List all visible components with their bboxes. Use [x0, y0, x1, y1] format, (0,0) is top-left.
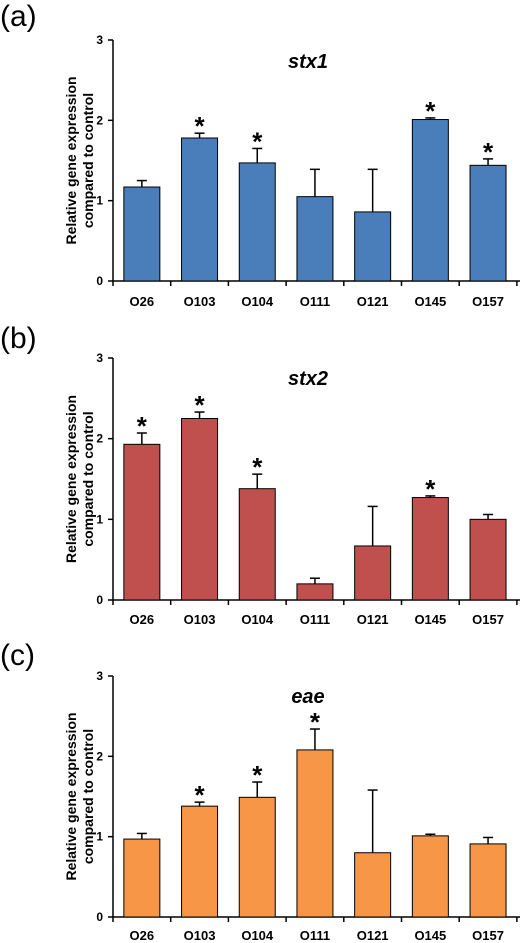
- bar-O104: [238, 796, 276, 918]
- bar-O121: [354, 852, 392, 918]
- bar-O103: [181, 418, 219, 601]
- y-axis-label: Relative gene expressioncompared to cont…: [63, 395, 96, 563]
- bar-O103: [181, 137, 219, 282]
- y-axis-label-line: Relative gene expression: [63, 395, 79, 563]
- y-tick-label: 3: [96, 351, 103, 365]
- y-axis-label: Relative gene expressioncompared to cont…: [63, 712, 96, 880]
- x-tick-label: O103: [184, 294, 216, 309]
- x-tick-label: O121: [357, 928, 389, 943]
- bar-O104: [238, 488, 276, 601]
- y-axis-label-line: compared to control: [80, 411, 96, 546]
- y-tick-label: 2: [96, 113, 103, 127]
- bar-O111: [296, 196, 334, 282]
- panel-label: (c): [0, 639, 35, 672]
- x-tick-label: O145: [414, 612, 446, 627]
- panel-label: (b): [0, 322, 37, 355]
- y-tick-label: 3: [96, 669, 103, 683]
- chart-title: stx1: [288, 51, 328, 73]
- x-tick-label: O111: [300, 294, 330, 309]
- x-tick-label: O145: [414, 928, 446, 943]
- significance-marker: *: [137, 411, 148, 441]
- panel-label: (a): [0, 0, 37, 33]
- significance-marker: *: [194, 390, 205, 420]
- chart-title: eae: [291, 686, 324, 708]
- bar-O121: [354, 545, 392, 601]
- bar-O26: [123, 838, 161, 918]
- significance-marker: *: [310, 707, 321, 737]
- bar-O157: [469, 843, 507, 918]
- x-tick-label: O121: [357, 294, 389, 309]
- x-tick-label: O26: [130, 294, 155, 309]
- y-axis-label-line: Relative gene expression: [63, 76, 79, 244]
- chart-panel-3: (c) eae Relative gene expressioncompared t…: [0, 639, 520, 943]
- bar-O157: [469, 518, 507, 601]
- x-tick-label: O157: [472, 612, 504, 627]
- bar-O104: [238, 162, 276, 282]
- x-tick-label: O145: [414, 294, 446, 309]
- significance-marker: *: [194, 780, 205, 810]
- y-tick-label: 0: [96, 274, 103, 288]
- x-tick-label: O26: [130, 928, 155, 943]
- x-tick-label: O104: [241, 294, 274, 309]
- bar-O121: [354, 211, 392, 282]
- y-tick-label: 1: [96, 830, 103, 844]
- bar-O145: [411, 119, 449, 282]
- chart-title: stx2: [288, 368, 328, 390]
- chart-panel-1: (a) stx1 Relative gene expressioncompared …: [0, 0, 520, 309]
- y-tick-label: 2: [96, 749, 103, 763]
- y-axis-label-line: compared to control: [80, 93, 96, 228]
- x-tick-label: O103: [184, 612, 216, 627]
- bar-O145: [411, 835, 449, 918]
- y-tick-label: 1: [96, 194, 103, 208]
- y-axis-label: Relative gene expressioncompared to cont…: [63, 76, 96, 244]
- x-tick-label: O26: [130, 612, 155, 627]
- bar-O111: [296, 749, 334, 918]
- y-tick-label: 0: [96, 593, 103, 607]
- significance-marker: *: [425, 474, 436, 504]
- bar-O111: [296, 583, 334, 601]
- x-tick-label: O103: [184, 928, 216, 943]
- significance-marker: *: [194, 111, 205, 141]
- x-tick-label: O111: [300, 928, 330, 943]
- significance-marker: *: [252, 760, 263, 790]
- x-tick-label: O121: [357, 612, 389, 627]
- y-tick-label: 1: [96, 512, 103, 526]
- y-axis-label-line: Relative gene expression: [63, 712, 79, 880]
- y-tick-label: 0: [96, 910, 103, 924]
- y-axis-label-line: compared to control: [80, 729, 96, 864]
- bar-O145: [411, 497, 449, 601]
- significance-marker: *: [252, 452, 263, 482]
- significance-marker: *: [252, 126, 263, 156]
- significance-marker: *: [425, 96, 436, 126]
- x-tick-label: O157: [472, 294, 504, 309]
- bar-O26: [123, 443, 161, 601]
- x-tick-label: O104: [241, 928, 274, 943]
- bar-O103: [181, 805, 219, 918]
- y-tick-label: 2: [96, 432, 103, 446]
- y-tick-label: 3: [96, 33, 103, 47]
- x-tick-label: O157: [472, 928, 504, 943]
- x-tick-label: O104: [241, 612, 274, 627]
- x-tick-label: O111: [300, 612, 330, 627]
- significance-marker: *: [483, 137, 494, 167]
- bar-O157: [469, 164, 507, 282]
- chart-panel-2: (b) stx2 Relative gene expressioncompared …: [0, 322, 520, 627]
- bar-O26: [123, 186, 161, 282]
